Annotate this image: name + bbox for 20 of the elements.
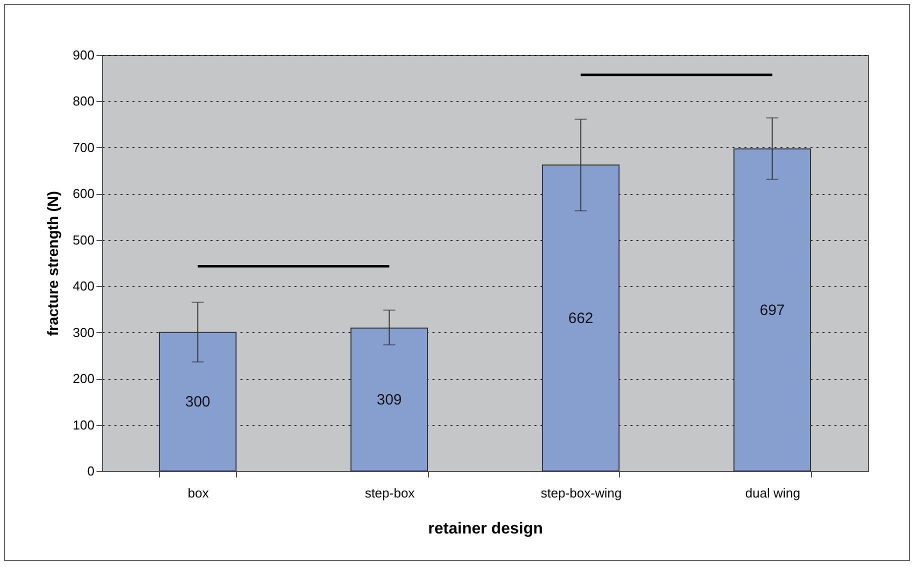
y-axis-title: fracture strength (N) [44,190,62,336]
data-label: 697 [760,302,785,319]
y-tick-label: 300 [72,324,94,340]
y-tick-label: 900 [72,48,94,62]
x-tick-label: dual wing [745,486,800,500]
x-tick-label: step-box-wing [540,486,622,500]
y-tick-label: 600 [72,186,94,202]
x-tick-label: step-box [364,486,416,500]
data-label: 662 [568,310,594,328]
y-tick-label: 0 [87,464,94,478]
y-tick-label: 400 [72,278,94,294]
y-tick-label: 500 [72,232,94,248]
data-label: 300 [185,394,210,411]
x-tick-label: box [188,486,210,500]
y-tick-label: 100 [72,417,94,432]
x-axis-title: retainer design [428,520,543,538]
data-label: 309 [376,392,402,409]
y-tick-label: 700 [72,140,94,155]
y-tick-label: 800 [72,94,94,109]
y-tick-label: 200 [72,371,94,386]
